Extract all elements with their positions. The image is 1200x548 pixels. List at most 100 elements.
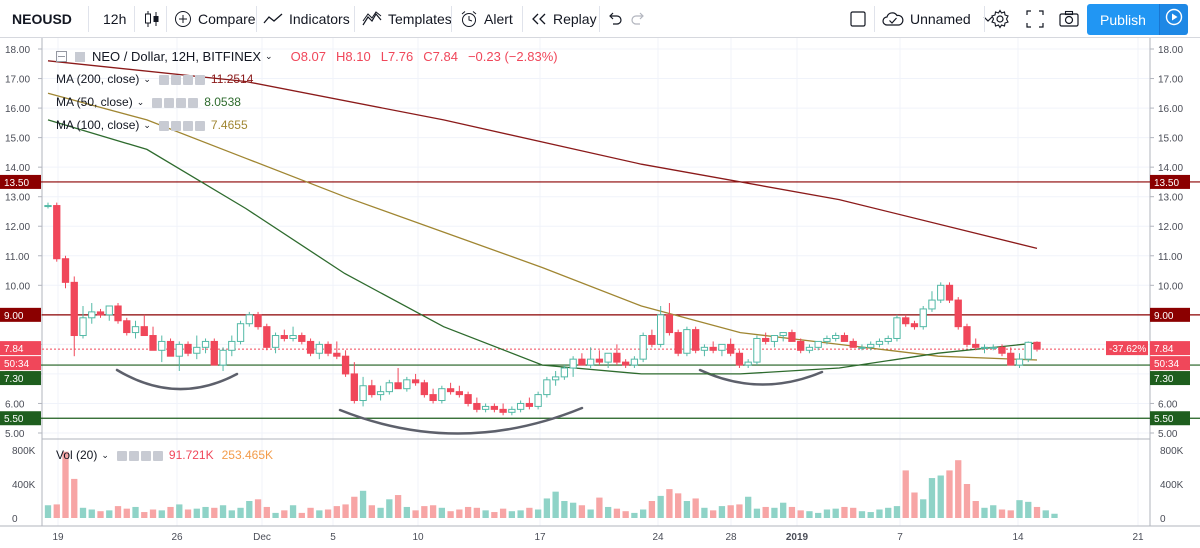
chevron-down-icon[interactable]: ⌄ [136,96,145,107]
candle-body[interactable] [674,332,682,354]
candle-body[interactable] [735,352,744,366]
main-series-legend[interactable]: NEO / Dollar, 12H, BITFINEX ⌄ O8.07 H8.1… [56,49,558,64]
candle-body[interactable] [849,340,857,348]
candle-body[interactable] [621,361,630,366]
candle-body[interactable] [560,367,569,378]
symbol-search[interactable]: NEOUSD [12,0,72,38]
candle-body[interactable] [700,346,709,351]
candle-body[interactable] [271,335,280,348]
candle-body[interactable] [586,358,595,366]
candle-body[interactable] [411,379,420,384]
indicators-button[interactable]: Indicators [263,0,350,38]
candle-body[interactable] [657,314,665,345]
candle-body[interactable] [884,337,892,342]
candle-body[interactable] [166,340,175,357]
candle-body[interactable] [79,317,87,337]
candle-body[interactable] [604,352,612,363]
candle-body[interactable] [280,335,288,339]
candle-body[interactable] [473,402,481,410]
candle-body[interactable] [937,284,945,301]
candle-body[interactable] [945,284,954,301]
chevron-down-icon[interactable]: ⌄ [265,51,273,61]
candle-body[interactable] [832,335,840,339]
candle-body[interactable] [665,314,674,334]
candle-body[interactable] [96,311,105,316]
candle-body[interactable] [788,332,796,342]
chart-canvas[interactable]: 18.00 18.00 17.00 17.00 16.00 16.00 15.00 15.00… [0,38,1200,548]
layout-name-button[interactable]: Unnamed [882,0,993,38]
candle-body[interactable] [998,346,1006,354]
ma100-legend[interactable]: MA (100, close) ⌄ 7.4655 [56,118,248,132]
chevron-down-icon[interactable]: ⌄ [143,73,151,84]
redo-button[interactable] [630,0,646,38]
candle-body[interactable] [648,335,656,345]
candle-body[interactable] [508,408,516,413]
ma100-line[interactable] [47,92,1038,361]
candle-body[interactable] [464,394,472,404]
candle-body[interactable] [613,352,621,363]
candle-body[interactable] [175,343,183,357]
study-controls[interactable] [116,448,165,462]
study-controls[interactable] [158,72,207,86]
study-controls[interactable] [152,95,200,109]
candle-body[interactable] [858,346,866,349]
candle-body[interactable] [385,382,393,393]
candle-body[interactable] [184,343,192,354]
candle-body[interactable] [1015,358,1024,366]
candle-body[interactable] [245,314,253,325]
candle-body[interactable] [963,326,971,345]
candle-body[interactable] [762,337,770,342]
candle-body[interactable] [753,337,761,363]
candle-body[interactable] [630,358,639,366]
alert-button[interactable]: Alert [460,0,513,38]
curve-drawing[interactable] [115,368,239,391]
candle-body[interactable] [394,382,402,390]
candle-body[interactable] [490,405,499,410]
ma50-line[interactable] [47,119,1038,375]
candle-body[interactable] [578,358,586,366]
horizontal-levels[interactable] [0,181,1200,419]
candle-body[interactable] [315,343,323,354]
candle-body[interactable] [919,308,927,328]
candle-body[interactable] [201,340,210,348]
candle-body[interactable] [236,323,245,342]
candle-body[interactable] [219,349,227,366]
replay-button[interactable]: Replay [531,0,597,38]
candle-body[interactable] [429,394,437,402]
templates-button[interactable]: Templates [362,0,452,38]
candle-body[interactable] [306,340,315,354]
candle-body[interactable] [123,320,131,334]
settings-button[interactable] [990,0,1010,38]
ma200-legend[interactable]: MA (200, close) ⌄ 11.2514 [56,72,253,86]
candle-body[interactable] [823,337,831,342]
interval-button[interactable]: 12h [103,0,126,38]
ma200-line[interactable] [47,60,1038,250]
candle-body[interactable] [692,329,700,351]
candle-body[interactable] [928,299,936,310]
candle-body[interactable] [298,335,306,342]
candle-body[interactable] [114,305,122,322]
candle-body[interactable] [972,343,980,348]
candle-body[interactable] [61,258,70,283]
undo-button[interactable] [607,0,623,38]
candle-body[interactable] [350,373,358,402]
candles[interactable] [44,202,1041,416]
candle-body[interactable] [376,391,385,396]
publish-button[interactable]: Publish [1087,4,1159,35]
candle-body[interactable] [814,340,822,348]
candle-body[interactable] [779,332,787,337]
candle-body[interactable] [420,382,428,396]
candle-body[interactable] [289,335,297,339]
candle-body[interactable] [254,314,262,328]
candle-body[interactable] [88,311,96,319]
fullscreen-button[interactable] [1026,0,1044,38]
curve-drawing[interactable] [698,368,824,386]
candle-body[interactable] [228,340,236,351]
chart-style-button[interactable] [144,0,160,38]
candle-body[interactable] [263,326,271,348]
candle-body[interactable] [525,402,534,407]
candle-body[interactable] [989,346,997,349]
candle-body[interactable] [980,346,989,349]
volume-legend[interactable]: Vol (20) ⌄ 91.721K 253.465K [56,448,273,462]
candle-body[interactable] [683,329,691,354]
